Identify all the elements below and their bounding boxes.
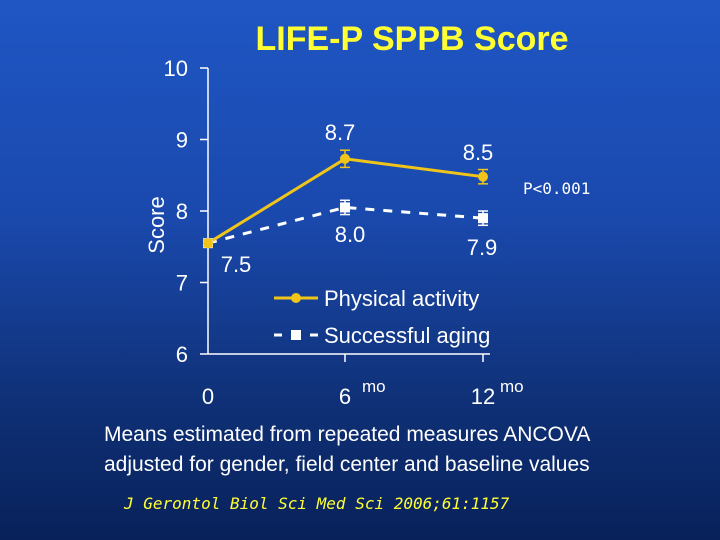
p-value-annotation: P<0.001 <box>523 179 590 198</box>
data-label-successful-aging: 8.0 <box>335 222 366 247</box>
y-tick-label: 8 <box>176 199 188 224</box>
data-label-physical-activity: 7.5 <box>221 252 252 277</box>
x-tick-label: 12 <box>471 384 495 409</box>
y-tick-label: 6 <box>176 342 188 367</box>
y-axis-label: Score <box>144 196 169 253</box>
point-successful-aging <box>478 213 488 224</box>
point-physical-activity <box>203 238 213 249</box>
legend-label-physical-activity: Physical activity <box>324 286 479 311</box>
legend-marker-physical-activity <box>291 293 301 303</box>
legend-marker-successful-aging <box>291 330 301 340</box>
method-note-line-1: Means estimated from repeated measures A… <box>104 423 591 446</box>
data-label-successful-aging: 7.9 <box>467 235 498 260</box>
method-note: Means estimated from repeated measures A… <box>104 420 704 480</box>
x-unit-label: mo <box>362 377 386 396</box>
y-tick-label: 7 <box>176 271 188 296</box>
point-physical-activity <box>340 153 350 164</box>
slide-title: LIFE-P SPPB Score <box>255 20 569 58</box>
x-tick-label: 6 <box>339 384 351 409</box>
point-successful-aging <box>340 202 350 213</box>
x-tick-label: 0 <box>202 384 214 409</box>
x-unit-label: mo <box>500 377 524 396</box>
method-note-line-2: adjusted for gender, field center and ba… <box>104 453 590 476</box>
data-label-physical-activity: 8.5 <box>463 140 494 165</box>
citation: J Gerontol Biol Sci Med Sci 2006;61:1157 <box>124 494 510 513</box>
y-tick-label: 9 <box>176 128 188 153</box>
legend-label-successful-aging: Successful aging <box>324 323 490 348</box>
point-physical-activity <box>478 171 488 182</box>
y-tick-label: 10 <box>164 56 188 81</box>
data-label-physical-activity: 8.7 <box>325 120 356 145</box>
